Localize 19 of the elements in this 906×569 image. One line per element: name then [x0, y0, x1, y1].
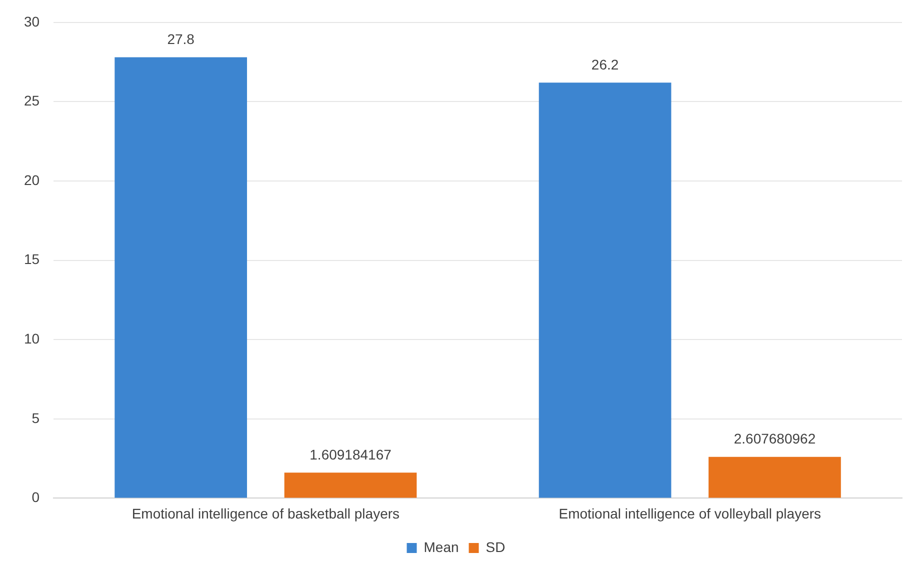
y-tick-label: 10: [24, 330, 40, 346]
y-tick-label: 15: [24, 251, 40, 268]
legend-label: Mean: [424, 538, 459, 555]
data-label: 27.8: [167, 31, 195, 48]
legend-label: SD: [486, 538, 506, 555]
x-tick-label: Emotional intelligence of volleyball players: [558, 505, 822, 522]
y-tick-label: 5: [32, 410, 40, 426]
y-tick-label: 30: [24, 13, 40, 30]
bar: [114, 57, 248, 498]
y-tick-label: 20: [24, 172, 40, 188]
data-label: 1.609184167: [310, 446, 392, 463]
data-label: 26.2: [591, 56, 619, 73]
data-label: 2.607680962: [734, 430, 816, 447]
y-tick-label: 0: [32, 489, 40, 506]
bar: [284, 472, 417, 498]
bar: [538, 82, 672, 498]
x-tick-label: Emotional intelligence of basketball players: [132, 505, 400, 522]
y-tick-label: 25: [24, 92, 40, 109]
bar: [708, 456, 841, 498]
